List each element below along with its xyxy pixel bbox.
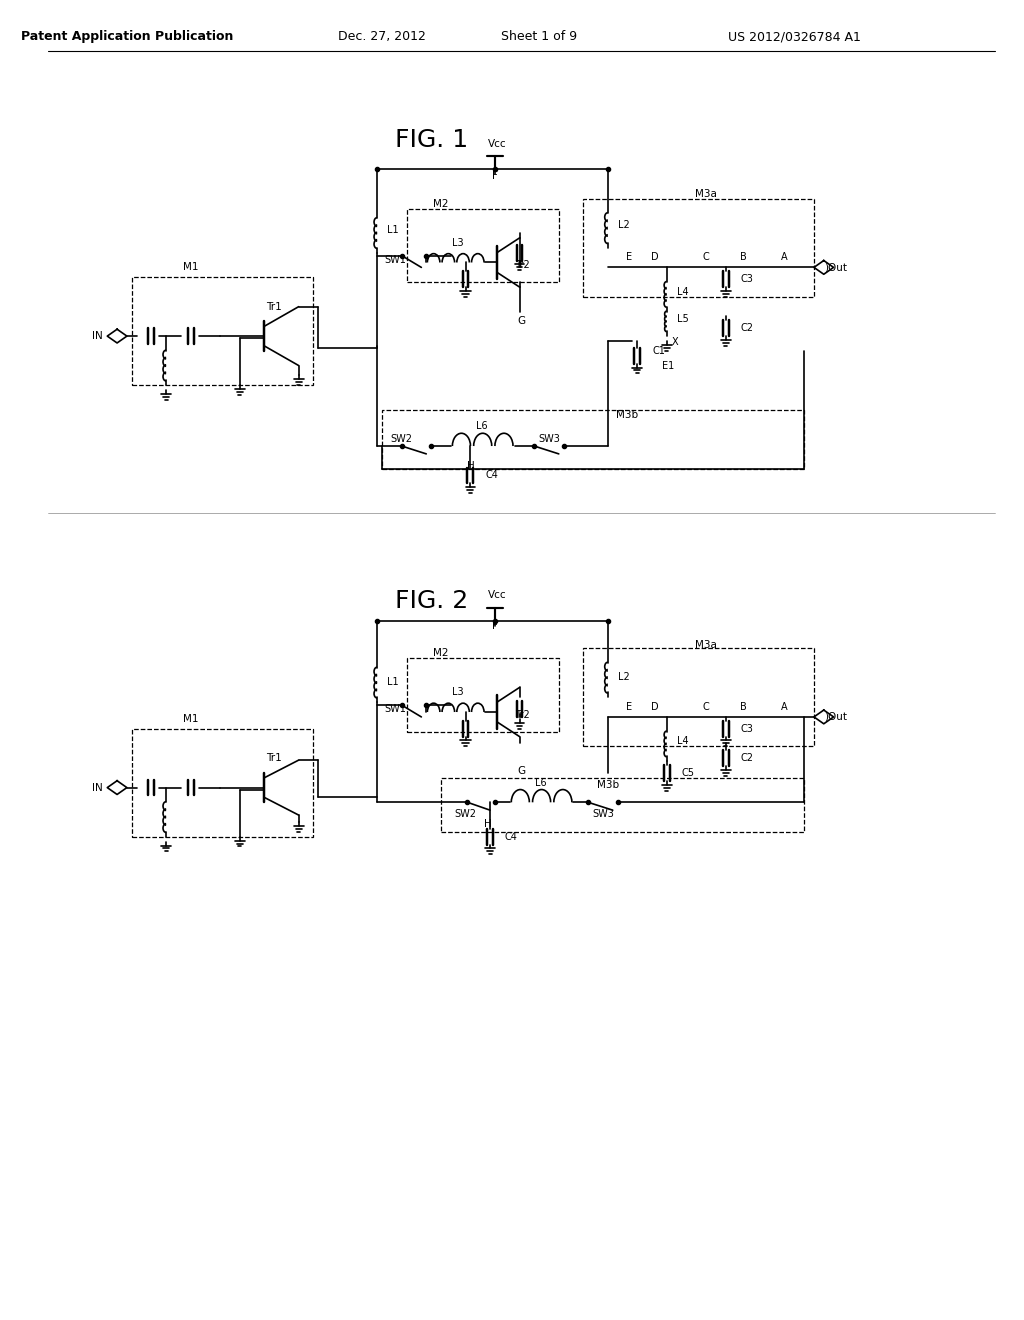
Text: M3a: M3a <box>695 189 717 199</box>
Text: IN: IN <box>91 783 102 792</box>
Text: L2: L2 <box>617 672 630 681</box>
Text: FIG. 1: FIG. 1 <box>394 128 468 152</box>
Text: F: F <box>492 172 498 181</box>
Text: M1: M1 <box>183 714 199 723</box>
Text: SW1: SW1 <box>384 255 406 264</box>
Text: Patent Application Publication: Patent Application Publication <box>20 30 233 44</box>
Text: C4: C4 <box>485 470 498 480</box>
Text: E: E <box>627 702 633 711</box>
Text: L4: L4 <box>677 737 688 747</box>
Text: SW3: SW3 <box>538 434 560 444</box>
Text: C3: C3 <box>740 275 754 284</box>
Text: E: E <box>627 252 633 263</box>
Text: Vcc: Vcc <box>487 139 506 149</box>
Bar <box>441 777 804 832</box>
Text: A: A <box>781 702 787 711</box>
Text: Tr1: Tr1 <box>266 754 282 763</box>
Bar <box>584 199 814 297</box>
Text: E1: E1 <box>662 360 674 371</box>
Text: L2: L2 <box>617 220 630 230</box>
Text: L1: L1 <box>387 677 398 686</box>
Text: D: D <box>651 702 658 711</box>
Text: Tr1: Tr1 <box>266 302 282 312</box>
Text: M2: M2 <box>433 648 449 659</box>
Text: IN: IN <box>91 331 102 341</box>
Text: L6: L6 <box>476 421 488 432</box>
Bar <box>132 277 313 385</box>
Text: M3b: M3b <box>597 780 618 789</box>
Text: L5: L5 <box>677 314 688 325</box>
Text: FIG. 2: FIG. 2 <box>394 589 468 612</box>
Text: Vcc: Vcc <box>487 590 506 601</box>
Text: L6: L6 <box>536 777 547 788</box>
Text: G: G <box>517 317 525 326</box>
Text: C2: C2 <box>740 754 754 763</box>
Bar <box>407 209 559 282</box>
Text: )Out: )Out <box>823 263 847 272</box>
Text: Tr2: Tr2 <box>515 260 529 271</box>
Text: C3: C3 <box>740 723 754 734</box>
Text: L4: L4 <box>677 286 688 297</box>
Text: B: B <box>740 252 746 263</box>
Text: )Out: )Out <box>823 711 847 722</box>
Text: G: G <box>517 766 525 776</box>
Text: H: H <box>467 461 474 471</box>
Text: SW3: SW3 <box>592 809 613 820</box>
Bar <box>382 409 804 469</box>
Text: Sheet 1 of 9: Sheet 1 of 9 <box>501 30 578 44</box>
Text: SW2: SW2 <box>455 809 476 820</box>
Text: M3b: M3b <box>616 409 639 420</box>
Text: Tr2: Tr2 <box>515 710 529 719</box>
Text: M2: M2 <box>433 198 449 209</box>
Text: L3: L3 <box>452 238 464 248</box>
Bar <box>132 729 313 837</box>
Text: H: H <box>484 818 492 829</box>
Text: SW1: SW1 <box>384 704 406 714</box>
Text: A: A <box>781 252 787 263</box>
Text: C2: C2 <box>740 323 754 333</box>
Text: US 2012/0326784 A1: US 2012/0326784 A1 <box>728 30 861 44</box>
Text: L1: L1 <box>387 226 398 235</box>
Text: SW2: SW2 <box>391 434 413 444</box>
Text: M3a: M3a <box>695 640 717 651</box>
Text: D: D <box>651 252 658 263</box>
Text: L3: L3 <box>452 688 464 697</box>
Text: X: X <box>672 337 678 347</box>
Text: C4: C4 <box>505 832 518 842</box>
Text: C: C <box>702 252 710 263</box>
Text: Dec. 27, 2012: Dec. 27, 2012 <box>338 30 426 44</box>
Text: B: B <box>740 702 746 711</box>
Text: M1: M1 <box>183 263 199 272</box>
Bar <box>584 648 814 746</box>
Text: F: F <box>492 620 498 631</box>
Text: C5: C5 <box>681 768 694 777</box>
Text: C: C <box>702 702 710 711</box>
Bar <box>407 659 559 731</box>
Text: C1: C1 <box>652 346 665 356</box>
